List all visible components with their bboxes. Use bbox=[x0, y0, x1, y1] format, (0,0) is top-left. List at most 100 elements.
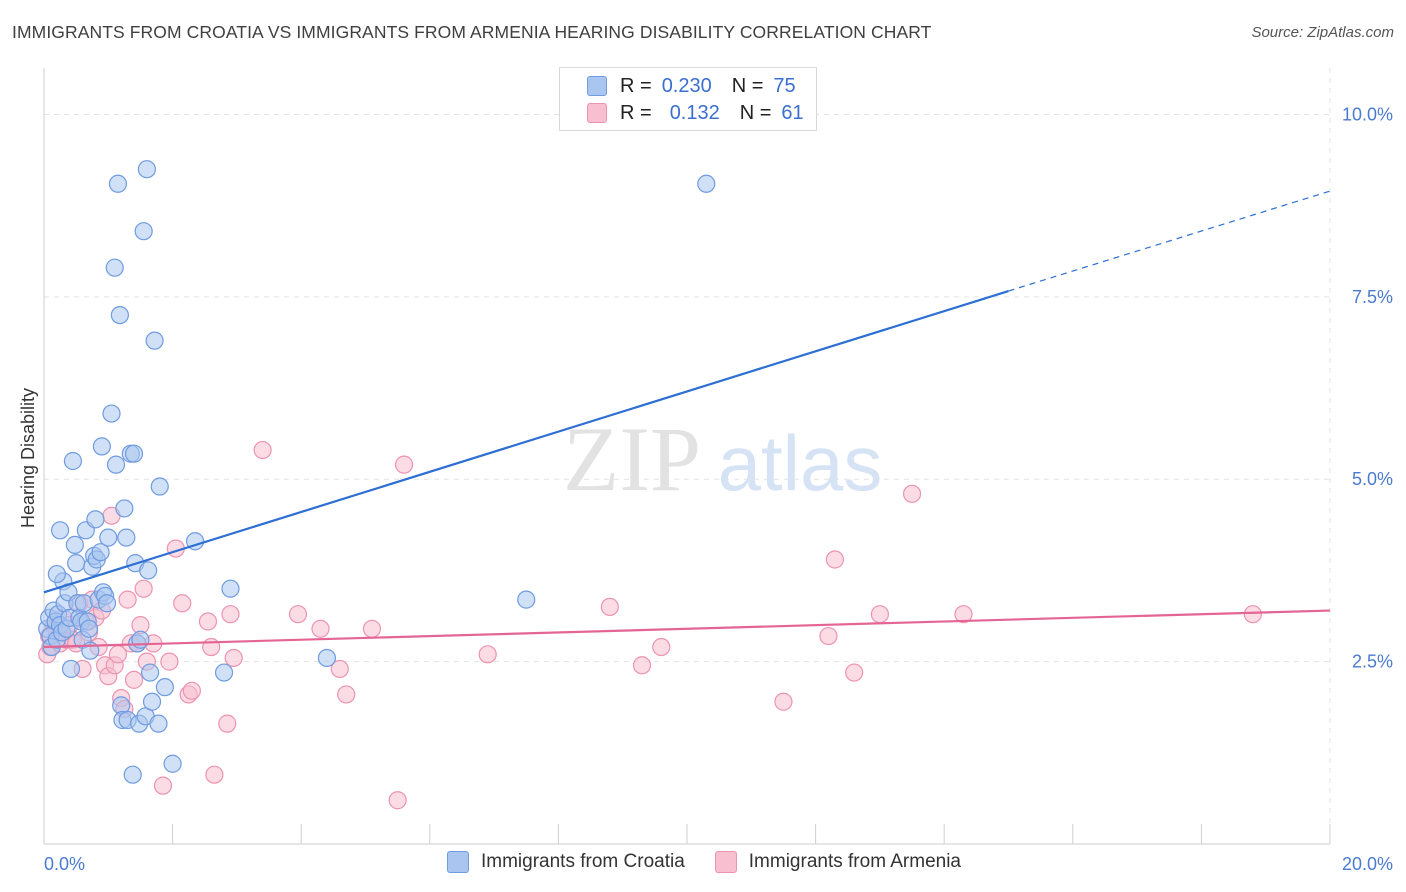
y-axis-title: Hearing Disability bbox=[18, 388, 38, 528]
legend-r-value-croatia: 0.230 bbox=[661, 74, 712, 97]
trend-line-croatia-extension bbox=[1008, 190, 1331, 292]
legend-r-label: R = bbox=[620, 74, 652, 97]
bottom-legend-item-armenia: Immigrants from Armenia bbox=[714, 851, 962, 873]
data-point-armenia bbox=[388, 791, 407, 810]
data-point-croatia bbox=[61, 659, 81, 679]
bottom-legend-swatch-croatia bbox=[447, 851, 469, 873]
bottom-legend-item-croatia: Immigrants from Croatia bbox=[447, 851, 685, 873]
data-point-croatia bbox=[117, 528, 136, 547]
data-point-armenia bbox=[478, 645, 497, 664]
data-point-croatia bbox=[142, 692, 162, 711]
data-point-croatia bbox=[50, 521, 70, 540]
bottom-legend: Immigrants from Croatia Immigrants from … bbox=[447, 851, 991, 873]
watermark: ZIP atlas bbox=[563, 408, 882, 510]
tick-labels: 2.5% 5.0% 7.5% 10.0% 0.0% 20.0% bbox=[44, 104, 1393, 874]
data-point-armenia bbox=[337, 685, 356, 704]
data-point-croatia bbox=[108, 174, 128, 193]
bottom-legend-label-croatia: Immigrants from Croatia bbox=[481, 851, 685, 872]
data-point-croatia bbox=[97, 594, 117, 613]
data-point-croatia bbox=[65, 535, 84, 554]
data-point-armenia bbox=[600, 597, 619, 617]
watermark-atlas: atlas bbox=[718, 419, 883, 507]
data-point-croatia bbox=[150, 477, 169, 496]
data-point-armenia bbox=[182, 681, 201, 700]
data-point-armenia bbox=[224, 648, 243, 668]
data-point-croatia bbox=[74, 594, 93, 613]
data-point-armenia bbox=[221, 605, 240, 624]
data-point-armenia bbox=[160, 652, 179, 671]
legend-swatch-armenia bbox=[587, 103, 607, 123]
trend-line-croatia bbox=[43, 289, 1009, 594]
watermark-zip: ZIP bbox=[563, 408, 701, 510]
data-point-armenia bbox=[819, 626, 838, 646]
x-tick-label: 20.0% bbox=[1342, 854, 1393, 874]
data-point-armenia bbox=[118, 590, 137, 609]
legend-n-value-armenia: 61 bbox=[781, 101, 804, 124]
data-point-armenia bbox=[218, 714, 237, 733]
axes bbox=[43, 68, 1331, 845]
data-point-armenia bbox=[253, 440, 272, 460]
data-point-croatia bbox=[149, 714, 168, 733]
data-point-croatia bbox=[102, 404, 121, 423]
data-point-croatia bbox=[214, 663, 234, 682]
data-point-croatia bbox=[155, 678, 174, 697]
legend-row-armenia: R = 0.132 N = 61 bbox=[587, 100, 804, 126]
data-point-croatia bbox=[92, 437, 111, 456]
data-point-croatia bbox=[517, 590, 536, 609]
data-point-armenia bbox=[124, 670, 144, 689]
gridlines bbox=[44, 68, 1331, 844]
data-point-croatia bbox=[99, 528, 118, 547]
data-point-croatia bbox=[221, 579, 240, 598]
data-point-armenia bbox=[902, 484, 922, 503]
data-point-armenia bbox=[134, 579, 153, 598]
data-point-armenia bbox=[774, 692, 793, 711]
data-point-armenia bbox=[362, 619, 382, 638]
data-point-armenia bbox=[870, 605, 890, 624]
legend-box: R = 0.230 N = 75 R = 0.132 N = 61 bbox=[559, 67, 817, 131]
bottom-legend-label-armenia: Immigrants from Armenia bbox=[748, 851, 962, 872]
data-point-croatia bbox=[105, 258, 124, 277]
data-point-croatia bbox=[131, 630, 150, 649]
data-point-croatia bbox=[124, 444, 144, 463]
data-point-armenia bbox=[825, 550, 844, 569]
y-tick-label: 2.5% bbox=[1352, 652, 1393, 672]
legend-n-label: N = bbox=[731, 74, 764, 97]
legend-n-value-croatia: 75 bbox=[773, 74, 796, 97]
data-point-armenia bbox=[153, 776, 173, 795]
data-point-croatia bbox=[63, 451, 83, 471]
y-tick-label: 5.0% bbox=[1352, 469, 1393, 489]
legend-row-croatia: R = 0.230 N = 75 bbox=[587, 73, 796, 99]
trend-lines bbox=[43, 190, 1331, 649]
legend-swatch-croatia bbox=[587, 76, 607, 96]
data-point-armenia bbox=[205, 765, 224, 784]
legend-r-label: R = bbox=[620, 101, 652, 124]
data-point-croatia bbox=[106, 455, 126, 474]
data-point-croatia bbox=[145, 331, 164, 350]
data-point-armenia bbox=[652, 637, 671, 657]
data-point-croatia bbox=[79, 619, 99, 638]
data-point-croatia bbox=[163, 754, 182, 773]
legend-n-label: N = bbox=[739, 101, 772, 124]
legend-r-value-armenia: 0.132 bbox=[669, 101, 720, 124]
data-point-croatia bbox=[67, 554, 86, 573]
data-point-armenia bbox=[632, 656, 652, 675]
data-point-croatia bbox=[697, 174, 716, 193]
data-point-croatia bbox=[140, 663, 160, 682]
y-tick-label: 10.0% bbox=[1342, 104, 1393, 124]
data-point-croatia bbox=[91, 543, 110, 562]
data-point-croatia bbox=[123, 765, 142, 784]
source-label: Source: ZipAtlas.com bbox=[1251, 24, 1394, 41]
data-point-croatia bbox=[139, 561, 158, 580]
data-point-armenia bbox=[198, 612, 218, 631]
data-point-croatia bbox=[47, 564, 66, 584]
data-point-armenia bbox=[394, 455, 414, 474]
data-point-armenia bbox=[173, 594, 192, 613]
bottom-legend-swatch-armenia bbox=[714, 851, 737, 873]
x-tick-label: 0.0% bbox=[44, 854, 85, 874]
y-tick-label: 7.5% bbox=[1352, 287, 1393, 307]
chart-title: IMMIGRANTS FROM CROATIA VS IMMIGRANTS FR… bbox=[12, 22, 932, 42]
data-point-croatia bbox=[86, 510, 105, 529]
data-point-croatia bbox=[317, 648, 337, 668]
data-point-armenia bbox=[330, 659, 349, 679]
